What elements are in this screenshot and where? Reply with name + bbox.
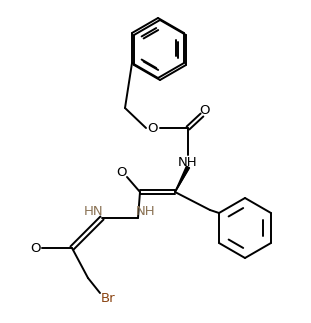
Text: NH: NH	[178, 155, 198, 169]
Polygon shape	[175, 166, 189, 192]
Text: O: O	[30, 242, 40, 255]
Text: Br: Br	[101, 291, 115, 305]
Text: O: O	[200, 103, 210, 117]
Text: O: O	[117, 165, 127, 179]
Text: O: O	[148, 121, 158, 134]
Text: NH: NH	[136, 204, 156, 217]
Text: HN: HN	[84, 204, 104, 217]
